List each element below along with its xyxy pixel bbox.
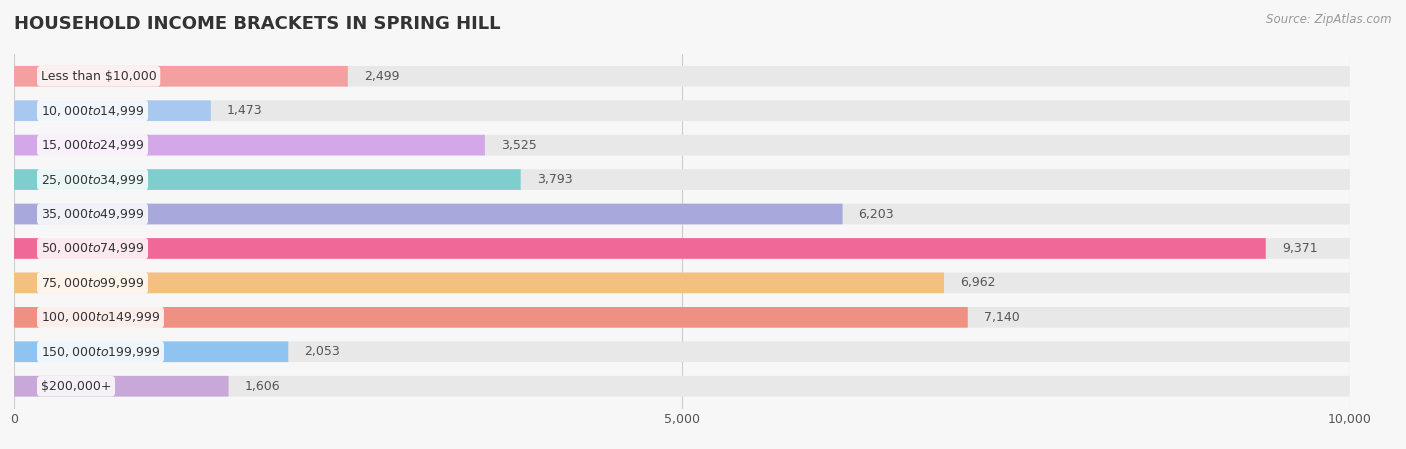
Text: $75,000 to $99,999: $75,000 to $99,999 [41,276,145,290]
Text: 1,606: 1,606 [245,380,280,393]
Text: $35,000 to $49,999: $35,000 to $49,999 [41,207,145,221]
FancyBboxPatch shape [14,273,1350,293]
FancyBboxPatch shape [14,376,229,396]
Text: $15,000 to $24,999: $15,000 to $24,999 [41,138,145,152]
FancyBboxPatch shape [14,238,1265,259]
FancyBboxPatch shape [14,341,1350,362]
FancyBboxPatch shape [14,101,1350,121]
Text: 3,525: 3,525 [501,139,537,152]
Text: 9,371: 9,371 [1282,242,1317,255]
FancyBboxPatch shape [14,66,1350,87]
Text: Less than $10,000: Less than $10,000 [41,70,156,83]
Text: $200,000+: $200,000+ [41,380,111,393]
Text: 3,793: 3,793 [537,173,572,186]
FancyBboxPatch shape [14,204,842,224]
FancyBboxPatch shape [14,341,288,362]
Text: HOUSEHOLD INCOME BRACKETS IN SPRING HILL: HOUSEHOLD INCOME BRACKETS IN SPRING HILL [14,15,501,33]
FancyBboxPatch shape [14,135,1350,155]
FancyBboxPatch shape [14,66,347,87]
Text: 6,962: 6,962 [960,277,995,290]
FancyBboxPatch shape [14,307,1350,328]
FancyBboxPatch shape [14,169,520,190]
FancyBboxPatch shape [14,376,1350,396]
FancyBboxPatch shape [14,204,1350,224]
Text: 2,499: 2,499 [364,70,399,83]
Text: 2,053: 2,053 [304,345,340,358]
Text: 7,140: 7,140 [984,311,1019,324]
Text: Source: ZipAtlas.com: Source: ZipAtlas.com [1267,13,1392,26]
Text: $25,000 to $34,999: $25,000 to $34,999 [41,172,145,187]
FancyBboxPatch shape [14,101,211,121]
Text: $50,000 to $74,999: $50,000 to $74,999 [41,242,145,255]
FancyBboxPatch shape [14,135,485,155]
FancyBboxPatch shape [14,273,943,293]
FancyBboxPatch shape [14,169,1350,190]
Text: $100,000 to $149,999: $100,000 to $149,999 [41,310,160,324]
Text: $150,000 to $199,999: $150,000 to $199,999 [41,345,160,359]
Text: 6,203: 6,203 [859,207,894,220]
Text: $10,000 to $14,999: $10,000 to $14,999 [41,104,145,118]
Text: 1,473: 1,473 [226,104,263,117]
FancyBboxPatch shape [14,307,967,328]
FancyBboxPatch shape [14,238,1350,259]
